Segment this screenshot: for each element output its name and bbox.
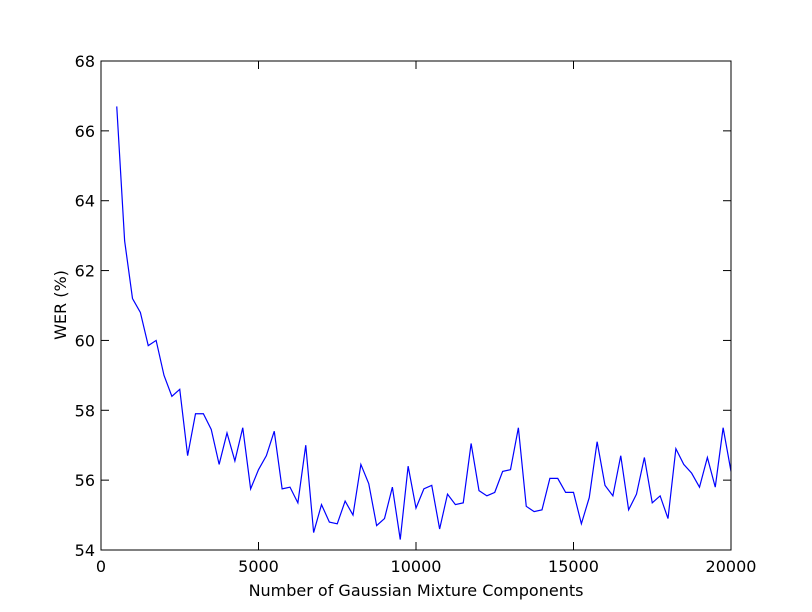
plot-background xyxy=(101,61,731,550)
x-tick-label: 5000 xyxy=(238,557,279,576)
y-tick-label: 54 xyxy=(75,541,95,560)
y-tick-label: 66 xyxy=(75,122,95,141)
y-tick-label: 62 xyxy=(75,262,95,281)
x-tick-label: 10000 xyxy=(391,557,442,576)
x-tick-label: 0 xyxy=(96,557,106,576)
x-tick-label: 20000 xyxy=(706,557,757,576)
y-tick-label: 58 xyxy=(75,401,95,420)
series-layer xyxy=(116,106,732,540)
x-axis: 0 5000 10000 15000 20000 xyxy=(96,61,757,576)
y-tick-label: 68 xyxy=(75,52,95,71)
series-line-0 xyxy=(116,106,732,540)
y-tick-label: 56 xyxy=(75,471,95,490)
y-axis: 54 56 58 60 62 64 66 68 xyxy=(75,52,731,560)
y-axis-label: WER (%) xyxy=(51,270,70,340)
x-tick-label: 15000 xyxy=(548,557,599,576)
x-axis-label: Number of Gaussian Mixture Components xyxy=(249,581,584,600)
y-tick-label: 60 xyxy=(75,331,95,350)
y-tick-label: 64 xyxy=(75,192,95,211)
